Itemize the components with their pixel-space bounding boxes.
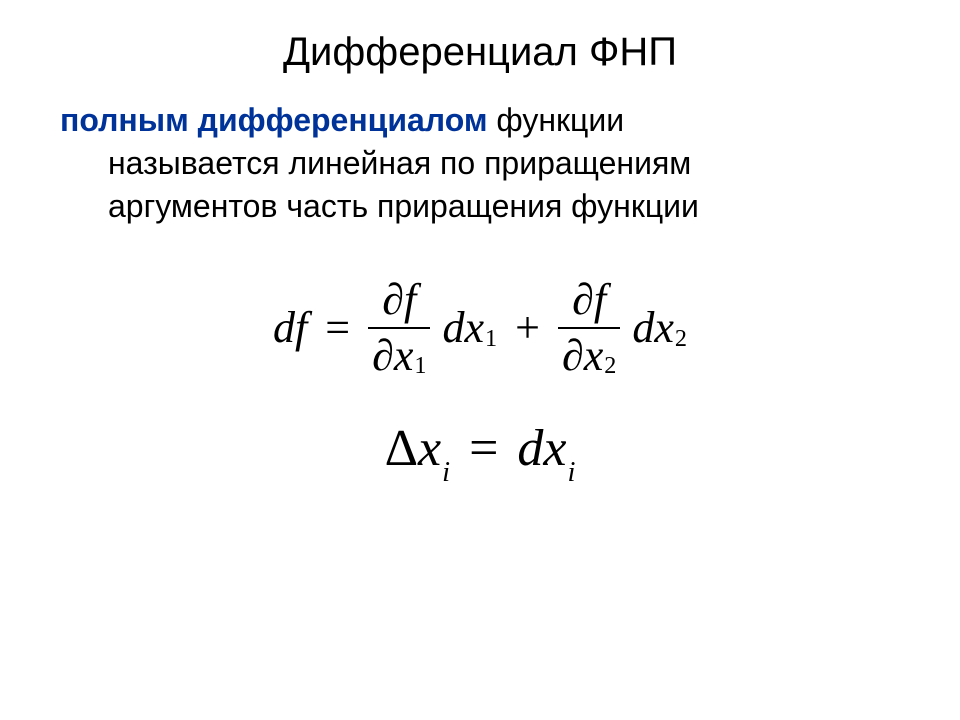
- fraction-bar: [558, 327, 620, 329]
- definition-line1: называется линейная по приращениям: [108, 142, 900, 185]
- eq2-equals: =: [463, 420, 504, 477]
- eq1-dx1: dx1: [442, 302, 497, 353]
- eq1-lhs: df: [273, 302, 307, 353]
- equation-total-differential: df = ∂f ∂x1 dx1 + ∂f: [273, 277, 687, 379]
- definition-lead: полным дифференциалом: [60, 102, 496, 138]
- fraction-bar: [368, 327, 430, 329]
- eq1-equals: =: [319, 302, 356, 353]
- partial-icon: ∂: [382, 277, 404, 323]
- equation-delta-x: Δxi = dxi: [60, 419, 900, 484]
- partial-icon: ∂: [562, 333, 584, 379]
- eq1-frac1: ∂f ∂x1: [368, 277, 430, 379]
- page-title: Дифференциал ФНП: [60, 30, 900, 75]
- definition-tail: функции: [496, 102, 624, 138]
- slide: Дифференциал ФНП полным дифференциалом ф…: [0, 0, 960, 720]
- eq1-plus: +: [509, 302, 546, 353]
- eq1-dx2: dx2: [632, 302, 687, 353]
- definition-line2: аргументов часть приращения функции: [108, 185, 900, 228]
- math-block: df = ∂f ∂x1 dx1 + ∂f: [60, 277, 900, 485]
- delta-icon: Δ: [385, 420, 418, 477]
- partial-icon: ∂: [372, 333, 394, 379]
- definition-block: полным дифференциалом функции называется…: [60, 99, 900, 229]
- partial-icon: ∂: [572, 277, 594, 323]
- eq1-frac2: ∂f ∂x2: [558, 277, 620, 379]
